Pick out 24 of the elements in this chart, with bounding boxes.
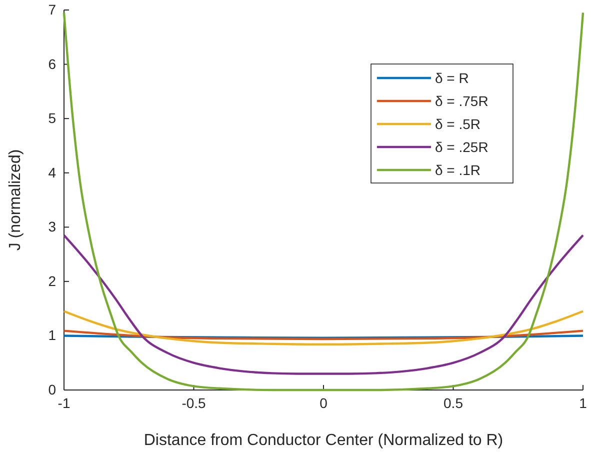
legend-label: δ = .1R xyxy=(435,162,481,178)
y-tick-label: 7 xyxy=(48,1,56,18)
x-tick-label: 1 xyxy=(579,394,588,411)
legend-label: δ = R xyxy=(435,70,469,86)
legend-label: δ = .5R xyxy=(435,116,481,132)
legend-label: δ = .25R xyxy=(435,139,488,155)
y-tick-label: 6 xyxy=(48,56,56,72)
y-tick-label: 2 xyxy=(48,272,56,289)
y-tick-label: 0 xyxy=(48,381,56,398)
x-axis-title: Distance from Conductor Center (Normalized to R) xyxy=(144,432,504,449)
y-tick-label: 1 xyxy=(48,327,56,344)
line-series xyxy=(62,310,584,346)
line-series xyxy=(62,12,584,392)
x-tick-label: 0.5 xyxy=(444,394,464,411)
x-tick-label: -1 xyxy=(58,394,70,411)
legend-label: δ = .75R xyxy=(435,93,488,109)
x-tick-label: -0.5 xyxy=(182,394,206,411)
x-tick-label: 0 xyxy=(320,394,328,411)
y-tick-label: 4 xyxy=(48,164,56,180)
line-series xyxy=(62,234,584,375)
y-tick-label: 3 xyxy=(48,218,56,235)
y-axis-title: J (normalized) xyxy=(7,149,24,251)
line-series xyxy=(62,330,584,340)
y-tick-label: 5 xyxy=(48,110,56,126)
